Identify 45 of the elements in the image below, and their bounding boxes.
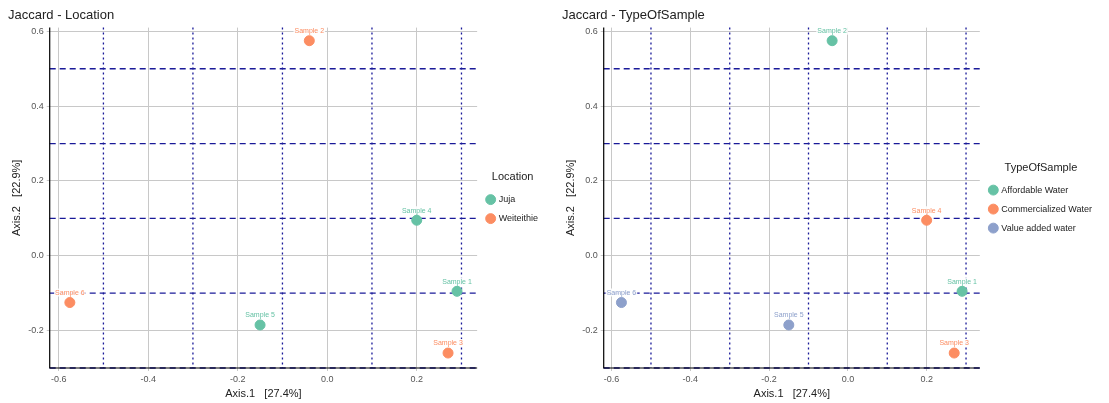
point [442, 347, 454, 359]
x-tick-label: -0.2 [761, 373, 777, 384]
point [783, 319, 795, 331]
point [411, 214, 423, 226]
point [921, 214, 933, 226]
legend-label: Commercialized Water [1001, 203, 1092, 214]
legend-title: TypeOfSample [1004, 160, 1078, 173]
x-tick-label: -0.4 [140, 373, 156, 384]
y-tick-label: -0.2 [28, 325, 44, 336]
x-tick-label: 0.0 [320, 373, 334, 384]
point [948, 347, 960, 359]
y-tick-label: 0.4 [585, 100, 598, 111]
legend-label: Value added water [1001, 222, 1076, 233]
x-axis-title: Axis.1 [27.4%] [753, 387, 830, 400]
chart-title: Jaccard - Location [8, 7, 115, 23]
point [826, 35, 838, 47]
y-tick-label: 0.6 [31, 25, 44, 36]
y-axis-title: Axis.2 [22.9%] [9, 159, 22, 237]
y-tick-label: -0.2 [582, 325, 598, 336]
point [254, 319, 266, 331]
x-tick-label: -0.2 [229, 373, 246, 384]
legend-label: Affordable Water [1001, 184, 1069, 195]
y-tick-label: 0.2 [31, 175, 44, 186]
point [956, 285, 968, 297]
point [64, 297, 76, 309]
x-tick-label: 0.0 [841, 373, 855, 384]
legend-title: Location [491, 170, 534, 183]
x-tick-label: 0.2 [410, 373, 423, 384]
y-tick-label: 0.0 [31, 250, 44, 261]
x-tick-label: -0.4 [682, 373, 699, 384]
y-tick-label: 0.4 [31, 100, 44, 111]
legend-label: Juja [498, 194, 516, 205]
y-tick-label: 0.2 [585, 175, 598, 186]
x-tick-label: -0.6 [603, 373, 620, 384]
y-axis-title: Axis.2 [22.9%] [563, 159, 576, 237]
y-tick-label: 0.6 [585, 25, 598, 36]
y-tick-label: 0.0 [585, 250, 598, 261]
point [615, 297, 627, 309]
x-tick-label: 0.2 [920, 373, 933, 384]
x-tick-label: -0.6 [50, 373, 67, 384]
point [303, 35, 315, 47]
x-axis-title: Axis.1 [27.4%] [225, 387, 302, 400]
legend-label: Weiteithie [498, 213, 539, 224]
point [451, 285, 463, 297]
chart-title: Jaccard - TypeOfSample [562, 7, 705, 23]
